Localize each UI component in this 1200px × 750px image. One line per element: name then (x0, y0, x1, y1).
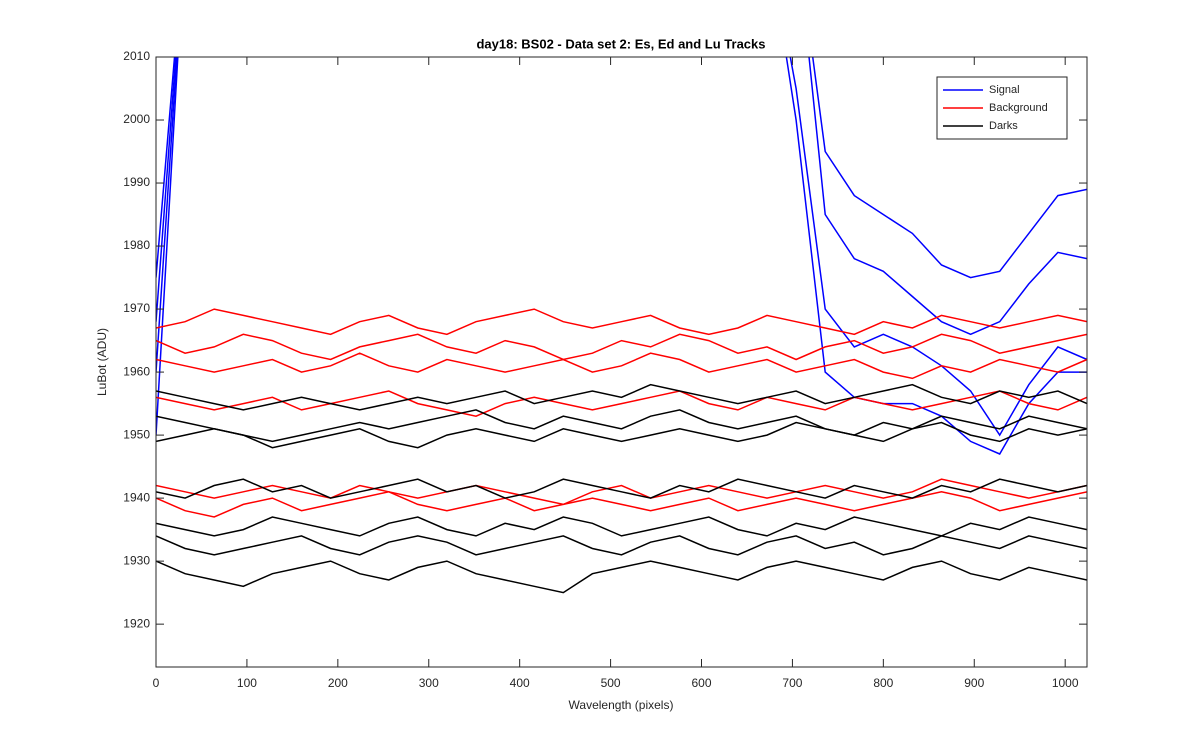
y-tick-label: 1970 (123, 301, 150, 315)
x-tick-label: 300 (419, 676, 439, 690)
y-tick-label: 1960 (123, 364, 150, 378)
series-line (156, 535, 1087, 556)
x-tick-label: 900 (964, 676, 984, 690)
series-line (156, 390, 1087, 417)
chart-title: day18: BS02 - Data set 2: Es, Ed and Lu … (476, 36, 765, 51)
series-line (156, 560, 1087, 594)
series-line (156, 383, 1087, 411)
y-tick-label: 1950 (123, 427, 150, 441)
series-line (156, 409, 1087, 443)
y-tick-label: 1920 (123, 616, 150, 630)
series-line (156, 352, 1087, 380)
series-line (156, 57, 1087, 437)
y-tick-label: 1940 (123, 490, 150, 504)
series-line (156, 516, 1087, 537)
x-tick-label: 400 (510, 676, 530, 690)
x-tick-label: 700 (782, 676, 802, 690)
x-tick-label: 500 (601, 676, 621, 690)
plot-area (156, 57, 1087, 667)
y-axis-label: LuBot (ADU) (95, 328, 109, 396)
series-line (156, 421, 1087, 449)
x-tick-label: 600 (691, 676, 711, 690)
y-tick-label: 2000 (123, 112, 150, 126)
y-tick-label: 1930 (123, 553, 150, 567)
x-axis-label: Wavelength (pixels) (569, 698, 674, 712)
legend: Signal Background Darks (936, 76, 1068, 140)
x-tick-label: 1000 (1052, 676, 1079, 690)
x-tick-label: 100 (237, 676, 257, 690)
x-tick-label: 0 (153, 676, 160, 690)
legend-label: Background (989, 102, 1048, 114)
axes-box (155, 56, 1088, 668)
y-tick-label: 1980 (123, 238, 150, 252)
x-tick-label: 200 (328, 676, 348, 690)
series-line (156, 308, 1087, 336)
y-tick-label: 2010 (123, 49, 150, 63)
legend-label: Signal (989, 84, 1020, 96)
legend-label: Darks (989, 120, 1018, 132)
series-line (156, 478, 1087, 506)
series-line (156, 57, 1087, 279)
series-line (156, 57, 1087, 455)
series-line (156, 333, 1087, 361)
series-line (156, 57, 1087, 336)
series-line (156, 491, 1087, 518)
x-tick-label: 800 (873, 676, 893, 690)
y-tick-label: 1990 (123, 175, 150, 189)
traces (156, 57, 1087, 594)
series-line (156, 478, 1087, 499)
